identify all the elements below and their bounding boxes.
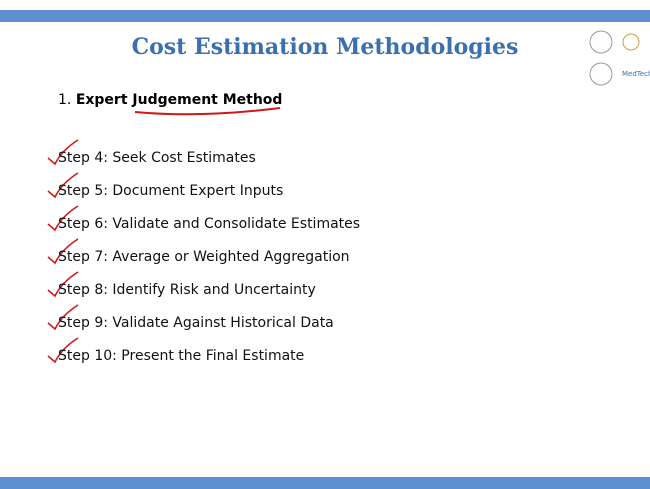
- checkmark: [47, 337, 79, 364]
- logo-gear: [622, 33, 640, 51]
- checkmark: [47, 271, 79, 298]
- checkmark: [47, 139, 79, 166]
- bottom-bar: [0, 477, 650, 489]
- checkmark: [47, 238, 79, 265]
- step: Step 7: Average or Weighted Aggregation: [58, 249, 350, 265]
- step: Step 6: Validate and Consolidate Estimat…: [58, 216, 361, 232]
- step: Step 10: Present the Final Estimate: [58, 348, 305, 364]
- logo-circle: [589, 30, 613, 54]
- logo-circle: [589, 62, 613, 86]
- step: Step 4: Seek Cost Estimates: [58, 150, 256, 166]
- checkmark: [47, 304, 79, 331]
- heading-text: Expert Judgement Method: [75, 92, 283, 108]
- step: Step 8: Identify Risk and Uncertainty: [58, 282, 316, 298]
- checkmark: [47, 205, 79, 232]
- heading-number: 1.: [58, 92, 72, 108]
- underline: [134, 107, 281, 116]
- heading: 1. Expert Judgement Method: [58, 92, 282, 108]
- top-bar: [0, 10, 650, 22]
- checkmark: [47, 172, 79, 199]
- checkmarks: [47, 139, 79, 364]
- step: Step 9: Validate Against Historical Data: [58, 315, 334, 331]
- logo-text: MedTech: [622, 70, 650, 78]
- step: Step 5: Document Expert Inputs: [58, 183, 284, 199]
- title: Cost Estimation Methodologies: [131, 34, 519, 60]
